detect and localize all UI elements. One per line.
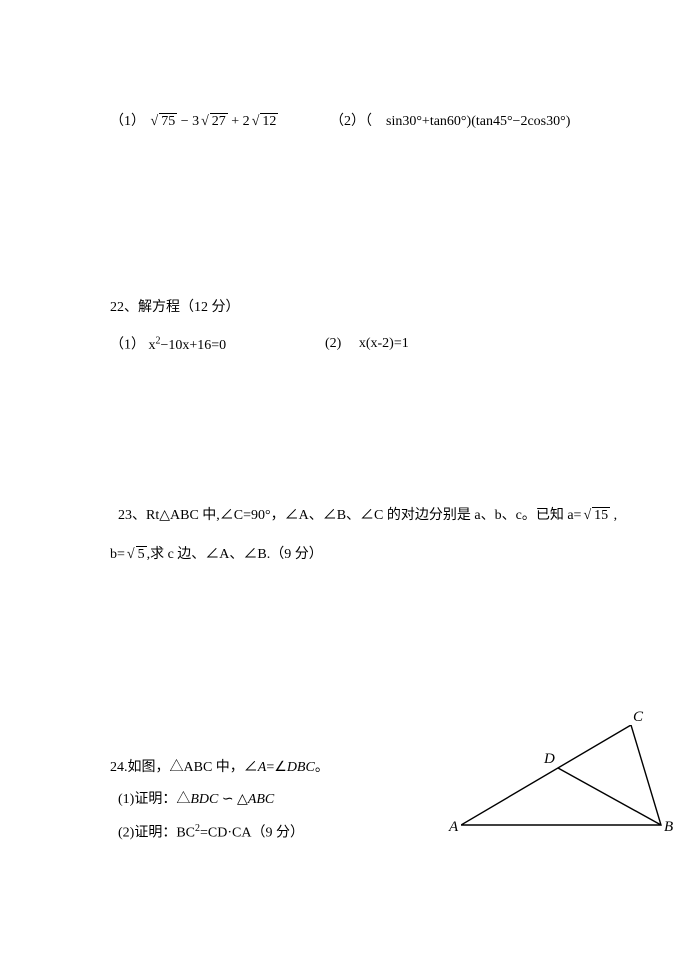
sqrt-5: 5 xyxy=(125,545,147,565)
q23-line1: 23、Rt△ABC 中,∠C=90°，∠A、∠B、∠C 的对边分别是 a、b、c… xyxy=(118,506,617,526)
sqrt-12: 12 xyxy=(250,112,279,132)
triangle-lines xyxy=(461,725,661,825)
q22-part2-expr: x(x-2)=1 xyxy=(359,336,409,351)
q22-part2-label: (2) xyxy=(325,336,341,351)
q24-line1: 24.如图，△ABC 中，∠A=∠DBC。 xyxy=(110,758,329,778)
label-B: B xyxy=(664,819,673,836)
sqrt-75: 75 xyxy=(149,112,178,132)
sqrt-15: 15 xyxy=(581,506,610,526)
q22-part1-label: （1） xyxy=(110,338,145,353)
q23-line2-pre: b= xyxy=(110,547,125,562)
q21-part1: （1） 75 − 327 + 212 xyxy=(110,112,278,132)
label-C: C xyxy=(633,709,643,726)
ital-ABC: ABC xyxy=(248,792,274,807)
q22-part2: (2) x(x-2)=1 xyxy=(325,334,409,354)
q23-line2-post: ,求 c 边、∠A、∠B.（9 分） xyxy=(147,547,323,562)
spacer xyxy=(345,336,356,351)
ital-DBC: DBC xyxy=(287,760,315,775)
page: （1） 75 − 327 + 212 （2）（ sin30°+tan60°)(t… xyxy=(0,0,690,975)
triangle-ABC xyxy=(461,725,661,825)
q22-part1: （1） x2−10x+16=0 xyxy=(110,334,226,355)
q24-line2: (1)证明：△BDC ∽ △ABC xyxy=(118,790,274,810)
q21-part1-label: （1） xyxy=(110,114,145,129)
triangle-svg xyxy=(461,725,666,835)
q23-line2: b=5,求 c 边、∠A、∠B.（9 分） xyxy=(110,545,323,565)
q22-heading: 22、解方程（12 分） xyxy=(110,298,240,318)
q23-line1-pre: 23、Rt△ABC 中,∠C=90°，∠A、∠B、∠C 的对边分别是 a、b、c… xyxy=(118,508,581,523)
q24-line3: (2)证明：BC2=CD·CA（9 分） xyxy=(118,822,304,843)
sqrt-27: 27 xyxy=(199,112,228,132)
minus: − 3 xyxy=(181,114,199,129)
ital-BDC: BDC xyxy=(190,792,218,807)
q22-part1-expr: x2−10x+16=0 xyxy=(149,338,227,353)
q21-part2: （2）（ sin30°+tan60°)(tan45°−2cos30°) xyxy=(330,112,570,132)
label-D: D xyxy=(544,751,555,768)
plus: + 2 xyxy=(231,114,249,129)
q24-diagram: A B C D xyxy=(461,725,666,835)
q21-part2-expr: （ sin30°+tan60°)(tan45°−2cos30°) xyxy=(365,114,570,129)
q23-line1-post: , xyxy=(610,508,617,523)
q21-part2-label: （2） xyxy=(330,114,365,129)
ital-A: A xyxy=(258,760,267,775)
label-A: A xyxy=(449,819,458,836)
segment-DB xyxy=(558,768,661,825)
